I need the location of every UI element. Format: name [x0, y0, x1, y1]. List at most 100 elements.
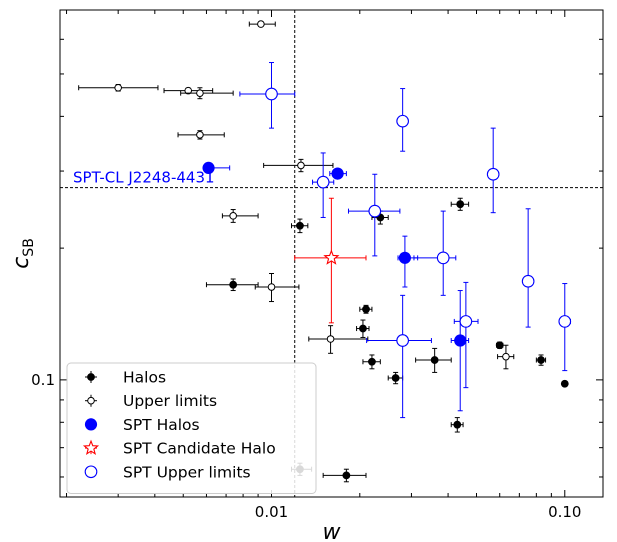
- y-tick-label: 0.1: [31, 371, 55, 389]
- legend-label: SPT Upper limits: [123, 463, 251, 481]
- point-marker: [436, 251, 450, 265]
- data-point: [254, 273, 300, 303]
- point-marker: [265, 87, 278, 101]
- legend-marker: [87, 396, 95, 405]
- y-axis-label: cSB: [9, 238, 37, 269]
- point-marker: [184, 86, 193, 95]
- point-marker: [296, 221, 304, 230]
- point-marker: [297, 161, 305, 170]
- point-marker: [537, 356, 545, 364]
- legend-entry: SPT Halos: [84, 416, 200, 434]
- data-point: [495, 341, 504, 350]
- x-tick-label: 0.10: [548, 503, 581, 521]
- point-marker: [359, 324, 367, 333]
- legend-entry: SPT Upper limits: [84, 463, 251, 481]
- point-marker: [196, 131, 204, 139]
- data-point: [347, 173, 401, 257]
- data-point: [497, 344, 515, 370]
- point-marker: [495, 341, 504, 350]
- point-marker: [368, 357, 376, 366]
- point-marker: [398, 251, 412, 264]
- data-point: [366, 294, 432, 419]
- legend-entry: Halos: [85, 369, 166, 387]
- legend-label: Upper limits: [123, 392, 217, 410]
- point-marker: [316, 175, 330, 189]
- data-point: [415, 347, 452, 373]
- data-point: [521, 208, 535, 328]
- point-marker: [454, 334, 467, 347]
- data-point: [535, 354, 547, 366]
- point-marker: [560, 379, 569, 388]
- point-marker: [521, 274, 535, 288]
- point-marker: [396, 114, 409, 128]
- x-tick-label: 0.01: [255, 503, 288, 521]
- legend-marker: [87, 373, 95, 381]
- series-spt-upper-limits: [239, 62, 572, 419]
- data-point: [322, 468, 367, 483]
- data-point: [263, 158, 334, 173]
- y-axis-label-main: c: [9, 257, 34, 269]
- data-point: [308, 325, 369, 354]
- axis-ticks: 0.01 0.10 0.1: [31, 10, 603, 521]
- data-point: [180, 87, 234, 100]
- data-point: [248, 20, 276, 28]
- point-marker: [114, 83, 122, 92]
- point-marker: [453, 420, 462, 429]
- data-point: [78, 83, 159, 92]
- data-point: [413, 210, 457, 296]
- data-point: [239, 62, 296, 129]
- point-marker: [368, 204, 382, 218]
- y-axis-label-subscript: SB: [21, 238, 37, 257]
- plot-frame: [59, 9, 604, 498]
- legend-box: [66, 362, 317, 494]
- point-marker: [323, 249, 340, 265]
- legend-label: SPT Halos: [123, 416, 200, 434]
- series-spt-halos: [202, 161, 470, 412]
- point-marker: [430, 356, 439, 364]
- point-marker: [558, 315, 572, 328]
- data-point: [359, 304, 373, 314]
- point-marker: [331, 167, 344, 180]
- legend-marker: [84, 418, 98, 431]
- data-point: [396, 88, 409, 152]
- point-marker: [459, 315, 473, 328]
- point-marker: [362, 305, 370, 314]
- data-point: [177, 130, 225, 140]
- data-point: [221, 209, 259, 223]
- data-point: [291, 218, 309, 234]
- data-point: [486, 127, 500, 214]
- point-marker: [342, 471, 351, 480]
- data-point: [387, 371, 404, 385]
- point-marker: [257, 20, 265, 28]
- data-point: [450, 417, 464, 433]
- point-marker: [486, 167, 500, 181]
- data-point: [362, 354, 381, 370]
- series-spt-candidate-halo: [294, 197, 367, 324]
- data-point: [329, 167, 347, 180]
- legend: Halos Upper limits SPT Halos SPT Candidate …: [66, 362, 317, 494]
- x-axis-label: w: [323, 520, 342, 542]
- point-marker: [229, 212, 237, 220]
- series-upper-limits: [78, 20, 515, 370]
- data-point: [356, 319, 370, 338]
- point-marker: [391, 374, 400, 382]
- data-point: [294, 197, 367, 324]
- legend-marker: [84, 465, 98, 479]
- data-point: [202, 161, 231, 175]
- point-marker: [396, 334, 409, 347]
- point-marker: [326, 335, 335, 343]
- point-marker: [229, 280, 238, 289]
- data-point: [397, 235, 419, 288]
- legend-entry: SPT Candidate Halo: [82, 439, 276, 458]
- data-point: [312, 152, 335, 218]
- legend-label: Halos: [123, 369, 166, 387]
- point-marker: [456, 200, 465, 209]
- data-point: [560, 379, 569, 388]
- data-point: [450, 197, 470, 211]
- data-point: [558, 283, 572, 372]
- point-marker: [502, 352, 510, 361]
- legend-label: SPT Candidate Halo: [123, 440, 276, 458]
- point-marker: [196, 89, 204, 97]
- data-point: [205, 278, 259, 292]
